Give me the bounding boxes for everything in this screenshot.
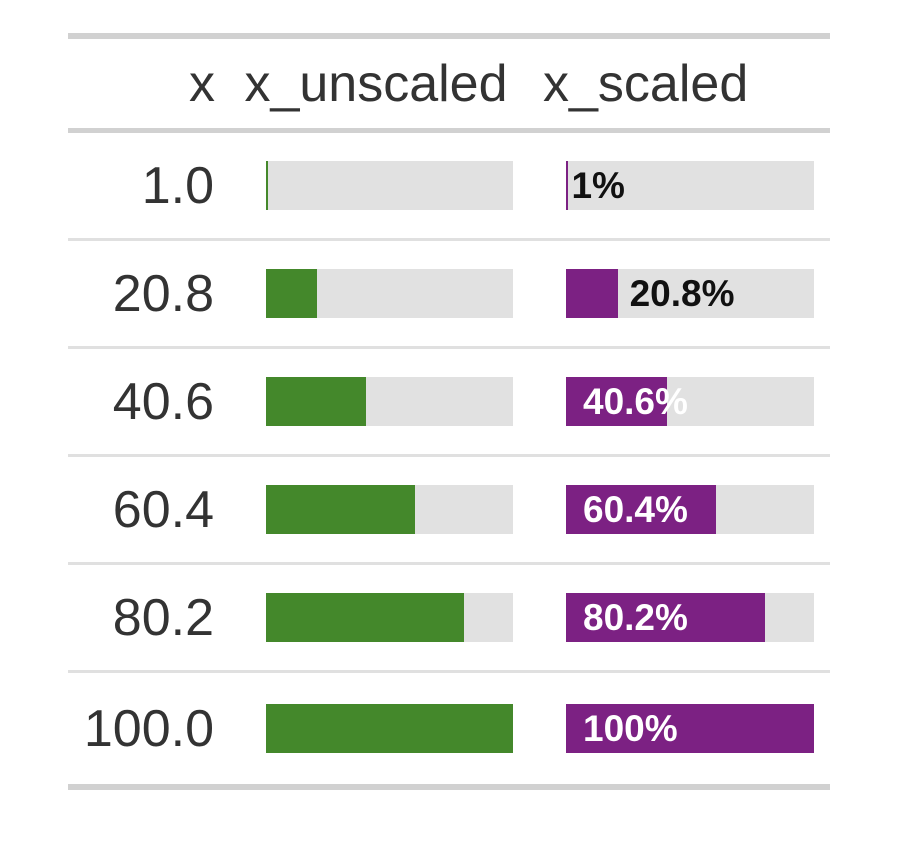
scaled-bar: 20.8% [566, 269, 814, 318]
scaled-bar: 60.4% [566, 485, 814, 534]
table-header-row: x x_unscaled x_scaled [68, 39, 830, 133]
unscaled-bar [266, 377, 513, 426]
column-header-x-unscaled: x_unscaled [244, 54, 508, 113]
scaled-bar-label: 100% [583, 708, 678, 749]
x-value: 100.0 [83, 699, 214, 758]
x-value: 80.2 [112, 588, 214, 647]
x-scaled-cell: 40.6% [539, 377, 830, 426]
x-value: 60.4 [112, 480, 214, 539]
scaled-bar-label: 40.6% [583, 381, 688, 422]
x-unscaled-cell [241, 593, 539, 642]
scaled-bar-fill [566, 161, 569, 210]
x-unscaled-cell [241, 269, 539, 318]
x-scaled-cell: 20.8% [539, 269, 830, 318]
unscaled-bar [266, 161, 513, 210]
x-unscaled-cell [241, 704, 539, 753]
unscaled-bar [266, 704, 513, 753]
scaled-bar: 100% [566, 704, 814, 753]
x-unscaled-cell [241, 377, 539, 426]
table-row: 60.4 60.4% [68, 457, 830, 565]
x-scaled-cell: 80.2% [539, 593, 830, 642]
scaled-bar-label: 20.8% [629, 273, 735, 314]
x-value: 1.0 [141, 156, 214, 215]
table-row: 100.0 100% [68, 673, 830, 784]
unscaled-bar-fill [266, 485, 416, 534]
table-body: 1.0 1% 20.8 20.8% 40.6 40.6% 60.4 60.4% 80.2 80.2… [68, 133, 830, 784]
unscaled-bar [266, 485, 513, 534]
x-unscaled-cell [241, 161, 539, 210]
unscaled-bar [266, 593, 513, 642]
scaled-bar-label: 60.4% [583, 489, 688, 530]
table-row: 1.0 1% [68, 133, 830, 241]
x-unscaled-cell [241, 485, 539, 534]
scaled-bar-fill: 60.4% [566, 485, 716, 534]
data-table: x x_unscaled x_scaled 1.0 1% 20.8 20.8% 40.6… [68, 33, 830, 790]
column-header-x-scaled: x_scaled [543, 54, 749, 113]
scaled-bar: 80.2% [566, 593, 814, 642]
unscaled-bar-fill [266, 593, 465, 642]
table-row: 20.8 20.8% [68, 241, 830, 349]
x-value: 40.6 [112, 372, 214, 431]
scaled-bar-fill: 80.2% [566, 593, 765, 642]
scaled-bar-fill: 100% [566, 704, 814, 753]
unscaled-bar-fill [266, 377, 367, 426]
unscaled-bar [266, 269, 513, 318]
table-row: 40.6 40.6% [68, 349, 830, 457]
x-scaled-cell: 100% [539, 704, 830, 753]
scaled-bar-fill [566, 269, 618, 318]
unscaled-bar-fill [266, 704, 513, 753]
unscaled-bar-fill [266, 161, 269, 210]
unscaled-bar-fill [266, 269, 318, 318]
scaled-bar-fill: 40.6% [566, 377, 688, 426]
scaled-bar: 1% [566, 161, 814, 210]
column-header-x: x [189, 54, 215, 113]
x-scaled-cell: 1% [539, 161, 830, 210]
table-row: 80.2 80.2% [68, 565, 830, 673]
scaled-bar: 40.6% [566, 377, 814, 426]
scaled-bar-label: 80.2% [583, 597, 688, 638]
x-value: 20.8 [112, 264, 214, 323]
scaled-bar-label: 1% [571, 165, 625, 206]
x-scaled-cell: 60.4% [539, 485, 830, 534]
